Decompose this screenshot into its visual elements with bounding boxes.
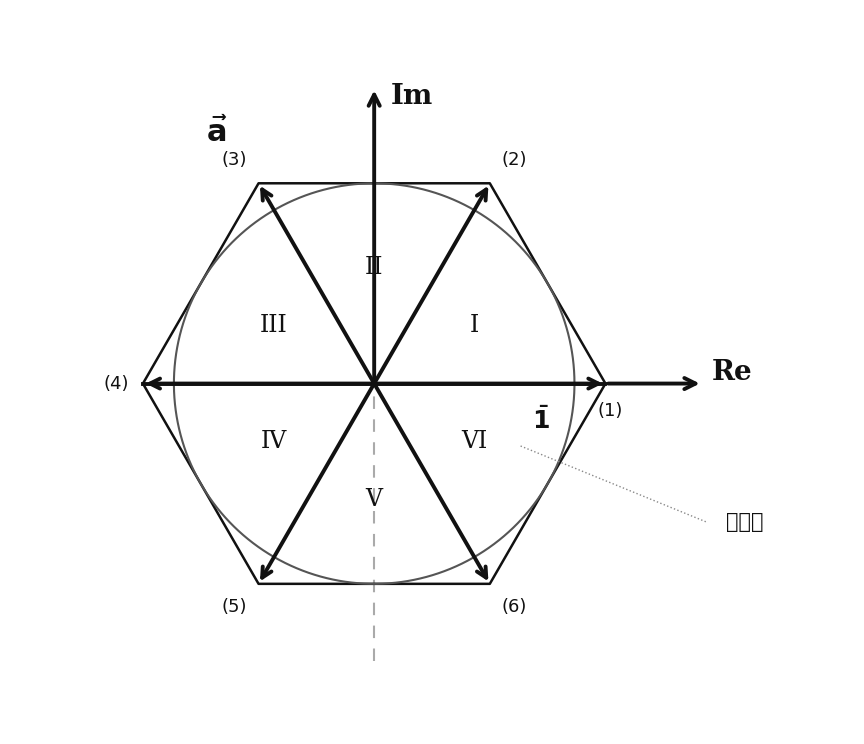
Text: (1): (1) (597, 402, 623, 420)
Text: I: I (470, 314, 479, 337)
Text: Im: Im (391, 83, 433, 110)
Text: (5): (5) (221, 597, 247, 616)
Text: (4): (4) (104, 374, 129, 393)
Text: 扇区号: 扇区号 (726, 513, 763, 532)
Text: Re: Re (712, 359, 753, 385)
Text: II: II (365, 257, 384, 280)
Text: $\mathbf{\bar{1}}$: $\mathbf{\bar{1}}$ (532, 407, 550, 434)
Text: IV: IV (261, 430, 287, 453)
Text: VI: VI (461, 430, 487, 453)
Text: $\mathbf{\vec{a}}$: $\mathbf{\vec{a}}$ (206, 117, 228, 148)
Text: (3): (3) (221, 152, 247, 170)
Text: V: V (365, 488, 383, 510)
Text: (6): (6) (501, 597, 527, 616)
Text: III: III (260, 314, 288, 337)
Text: (2): (2) (501, 152, 527, 170)
